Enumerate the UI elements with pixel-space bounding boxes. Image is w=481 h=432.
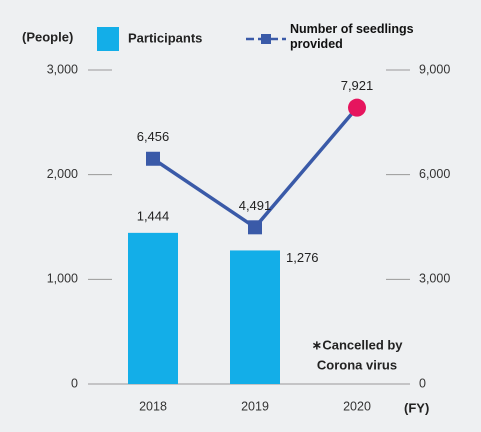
y-tick-label: 0 xyxy=(71,376,78,390)
x-tick-label: 2020 xyxy=(343,399,371,413)
x-axis-label: (FY) xyxy=(404,400,429,415)
line-marker xyxy=(146,151,160,166)
annotation: Corona virus xyxy=(317,357,397,372)
bar-value-label: 1,444 xyxy=(137,208,170,223)
y-tick-label: 3,000 xyxy=(47,62,78,76)
y-tick-label: 2,000 xyxy=(47,167,78,181)
bar-value-label: 1,276 xyxy=(286,250,319,265)
y2-tick-label: 6,000 xyxy=(419,167,450,181)
legend-label: Number of seedlings provided xyxy=(290,22,414,51)
annotation: ∗Cancelled by xyxy=(311,337,403,352)
bar xyxy=(128,232,178,384)
legend-swatch-marker xyxy=(261,34,271,44)
y2-tick-label: 0 xyxy=(419,376,426,390)
line-value-label: 4,491 xyxy=(239,198,272,213)
y-axis-label: (People) xyxy=(22,29,73,44)
line-marker xyxy=(248,220,262,235)
line-value-label: 7,921 xyxy=(341,78,374,93)
legend-swatch-bar xyxy=(97,27,119,51)
line-value-label: 6,456 xyxy=(137,129,170,144)
bar xyxy=(230,250,280,384)
x-tick-label: 2018 xyxy=(139,399,167,413)
legend-label: Participants xyxy=(128,30,202,45)
line-marker-highlight xyxy=(348,98,366,117)
y2-tick-label: 3,000 xyxy=(419,272,450,286)
x-tick-label: 2019 xyxy=(241,399,269,413)
legend-label-box: Number of seedlings provided xyxy=(290,22,414,51)
y-tick-label: 1,000 xyxy=(47,272,78,286)
y2-tick-label: 9,000 xyxy=(419,62,450,76)
